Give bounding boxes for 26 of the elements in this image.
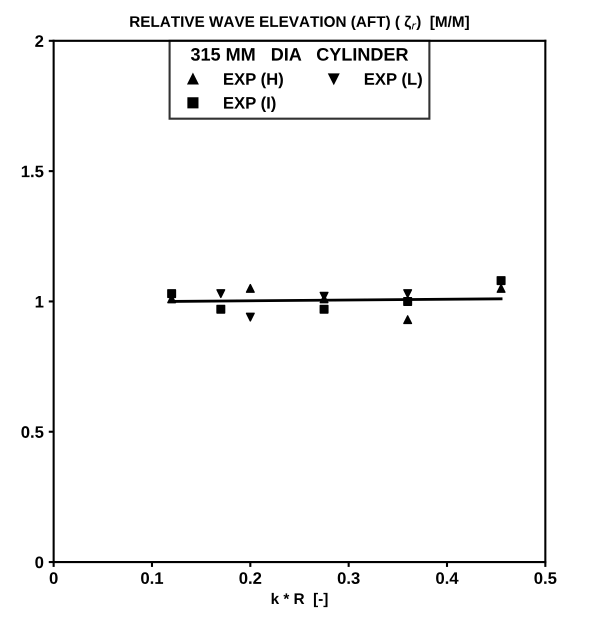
point bbox=[496, 276, 506, 286]
point bbox=[246, 284, 255, 293]
x-tick-label: 0.1 bbox=[141, 572, 164, 584]
point bbox=[246, 312, 255, 322]
chart-title: RELATIVE WAVE ELEVATION (AFT) ( ζ$_{r}$) [M/M] bbox=[130, 16, 469, 30]
legend-title: 315 MM DIA CYLINDER bbox=[190, 48, 408, 61]
x-tick-label: 0.5 bbox=[534, 572, 556, 584]
x-tick-label: 0.2 bbox=[239, 572, 262, 584]
x-tick-label: 0 bbox=[50, 572, 58, 584]
y-tick-label: 0 bbox=[35, 556, 44, 568]
x-tick-label: 0.4 bbox=[436, 572, 458, 584]
y-tick-label: 1 bbox=[36, 296, 44, 308]
y-tick-label: 0.5 bbox=[21, 426, 44, 438]
point bbox=[216, 304, 226, 314]
x-axis-title: k * R [-] bbox=[272, 592, 328, 608]
legend-label: EXP (I) bbox=[224, 96, 276, 112]
legend-label: EXP (L) bbox=[364, 72, 422, 88]
y-tick-label: 2 bbox=[35, 35, 44, 47]
point bbox=[320, 304, 329, 314]
x-tick-label: 0.3 bbox=[338, 572, 360, 584]
point bbox=[403, 315, 412, 324]
y-tick-label: 1.5 bbox=[22, 166, 44, 178]
point bbox=[403, 296, 412, 306]
legend-label: EXP (H) bbox=[224, 72, 283, 88]
point bbox=[216, 289, 226, 298]
point bbox=[167, 289, 176, 298]
